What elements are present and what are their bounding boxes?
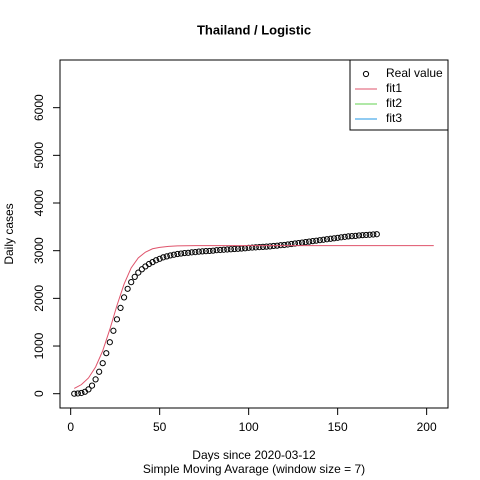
data-point [96,368,103,375]
data-point [156,255,163,262]
data-point [284,241,291,248]
data-point [99,360,106,367]
y-tick-label: 6000 [32,94,46,121]
data-point [309,238,316,245]
y-axis-label: Daily cases [2,203,16,264]
data-point [320,236,327,243]
data-point [231,245,238,253]
data-point [117,304,124,311]
data-point [113,316,121,323]
data-point [128,279,135,286]
legend-symbol [362,70,370,78]
data-point [370,231,377,238]
data-point [373,231,380,238]
data-point [345,233,352,240]
data-point [149,259,156,266]
data-point [217,246,224,254]
y-tick-label: 1000 [32,332,46,359]
data-point [88,382,96,389]
data-point [288,240,295,248]
data-point [192,249,199,256]
data-point [174,250,181,258]
data-point [341,233,348,240]
data-point [206,247,213,255]
data-point [224,246,231,253]
data-point [138,266,145,273]
data-point [306,238,313,245]
data-point [256,244,263,251]
chart-title: Thailand / Logistic [197,22,311,37]
data-point [348,233,355,240]
legend-label: Real value [386,66,443,80]
data-point [181,249,188,257]
data-point [202,248,210,255]
data-point [103,350,110,357]
subtitle: Simple Moving Avarage (window size = 7) [143,462,365,476]
data-point [363,231,370,239]
data-point [177,250,185,257]
data-point [145,260,153,268]
data-point [334,234,341,241]
x-tick-label: 100 [239,420,259,434]
data-point [249,244,256,251]
data-point [71,390,78,397]
legend-label: fit3 [386,111,402,125]
data-point [213,247,220,254]
data-point [163,253,170,260]
data-point [263,243,270,250]
data-point [170,251,178,258]
data-point [316,237,323,244]
fit-line [74,245,434,389]
data-point [160,254,167,261]
data-point [281,241,288,249]
data-point [185,249,192,256]
x-tick-label: 0 [67,420,74,434]
y-tick-label: 0 [32,390,46,397]
y-tick-label: 3000 [32,237,46,264]
x-tick-label: 200 [417,420,437,434]
data-point [266,243,274,250]
data-point [313,237,320,244]
data-point [78,389,85,397]
data-point [85,386,92,393]
data-point [199,248,206,255]
data-point [120,294,128,301]
data-point [131,273,138,281]
data-point [167,252,174,259]
data-point [366,231,373,238]
data-point [359,232,366,239]
data-point [338,234,345,241]
data-point [330,235,338,242]
data-point [227,246,234,253]
data-point [74,390,81,397]
data-point [323,236,331,243]
data-point [188,249,195,256]
legend-label: fit1 [386,81,402,95]
x-tick-label: 150 [328,420,348,434]
data-point [106,339,113,346]
y-tick-label: 4000 [32,189,46,216]
data-point [124,285,131,292]
x-tick-label: 50 [153,420,167,434]
data-point [355,232,363,239]
x-axis-label: Days since 2020-03-12 [192,448,316,462]
data-point [110,327,117,334]
data-point [352,232,359,240]
data-point [259,243,266,250]
data-point [302,239,309,246]
data-point [327,235,334,242]
legend-label: fit2 [386,96,402,110]
data-point [220,246,227,253]
y-tick-label: 5000 [32,142,46,169]
data-point [135,269,142,276]
data-point [252,244,259,251]
data-point [153,257,160,264]
data-point [209,247,217,254]
data-point [92,376,99,383]
y-tick-label: 2000 [32,285,46,312]
data-point [195,248,202,255]
